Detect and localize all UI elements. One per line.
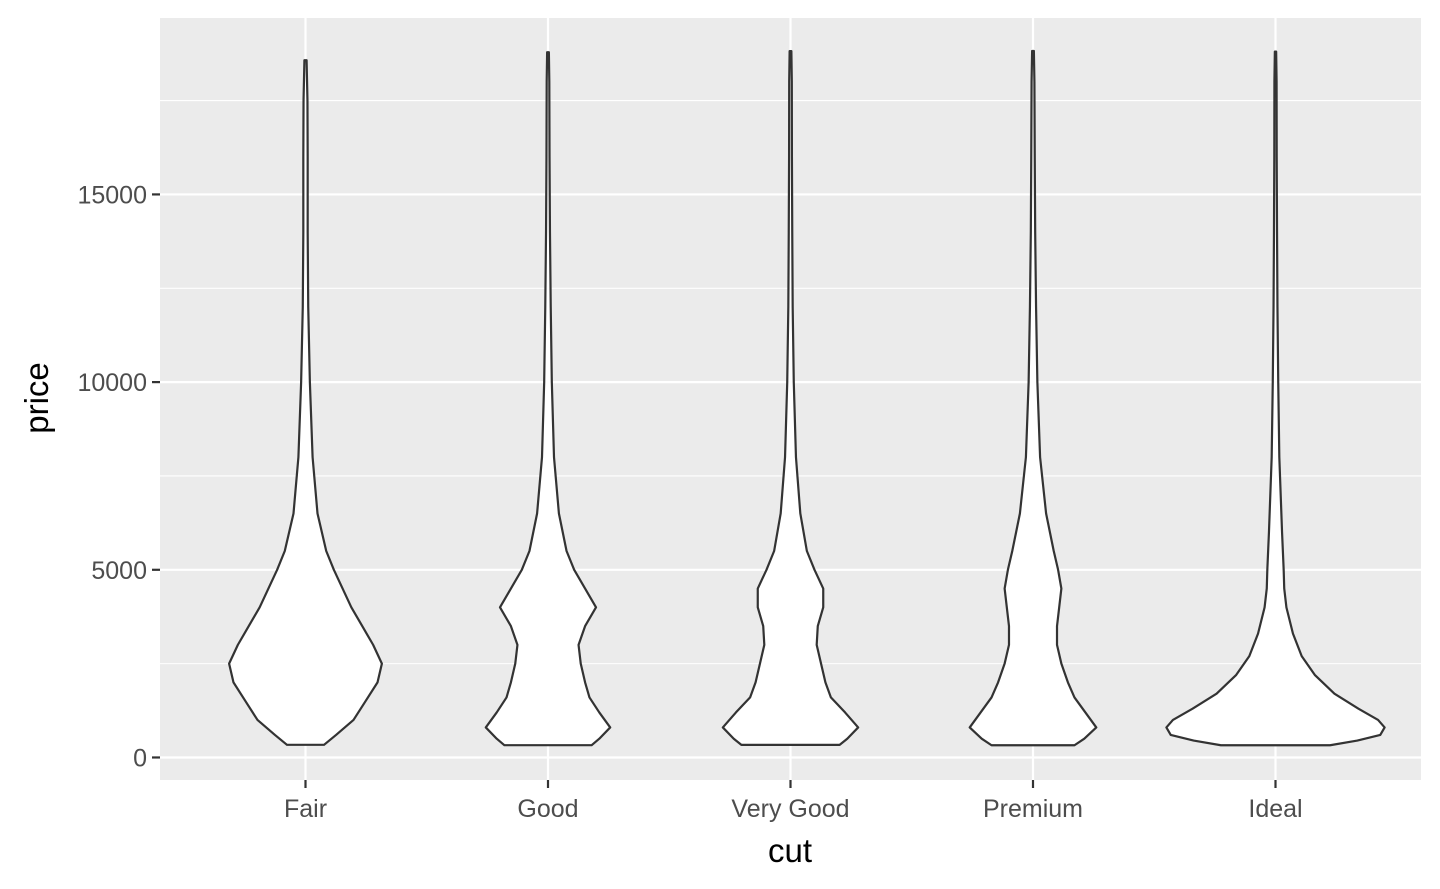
y-tick-label: 5000 — [91, 557, 147, 585]
x-tick-label: Good — [517, 795, 578, 823]
violin-very-good — [721, 50, 860, 746]
y-tick-label: 10000 — [77, 369, 147, 397]
x-axis: Fair Good Very Good Premium Ideal — [284, 780, 1303, 823]
violin-good — [484, 51, 612, 747]
y-axis: 0 5000 10000 15000 — [77, 181, 160, 772]
x-axis-title: cut — [768, 832, 812, 869]
violin-fair — [228, 59, 383, 746]
y-tick-label: 0 — [133, 744, 147, 772]
x-tick-label: Fair — [284, 795, 327, 823]
x-tick-label: Premium — [983, 795, 1083, 823]
violin-ideal — [1165, 50, 1386, 747]
y-tick-label: 15000 — [77, 181, 147, 209]
y-axis-title: price — [18, 362, 55, 434]
violins — [228, 49, 1386, 747]
x-tick-label: Ideal — [1248, 795, 1302, 823]
violin-premium — [968, 49, 1098, 747]
x-tick-label: Very Good — [731, 795, 849, 823]
